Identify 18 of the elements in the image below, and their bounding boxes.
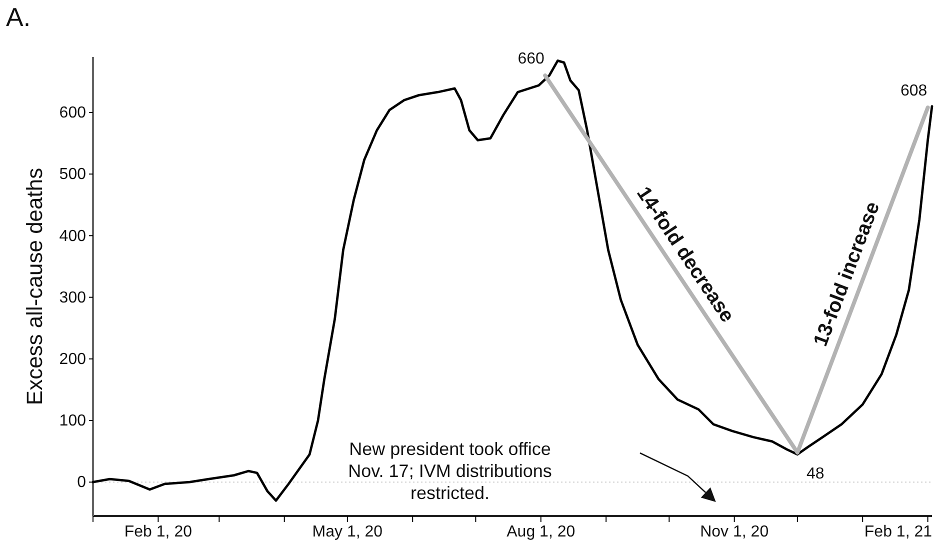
y-tick-label: 600 (59, 104, 86, 122)
x-tick-label: May 1, 20 (312, 523, 383, 540)
y-tick-label: 400 (59, 228, 86, 245)
y-tick-label: 200 (59, 351, 86, 368)
x-tick-label: Feb 1, 21 (864, 523, 932, 540)
y-tick-label: 300 (59, 289, 86, 306)
chart-title: A. (6, 2, 31, 32)
x-tick-label: Nov 1, 20 (700, 523, 769, 540)
y-axis-title: Excess all-cause deaths (22, 168, 47, 406)
y-tick-label: 100 (59, 412, 86, 430)
data-label: 48 (806, 466, 824, 483)
data-label: 608 (900, 82, 928, 100)
y-tick-label: 0 (77, 474, 86, 492)
data-label: 660 (518, 50, 545, 68)
y-tick-label: 500 (59, 166, 86, 184)
x-tick-label: Feb 1, 20 (124, 523, 192, 540)
x-tick-label: Aug 1, 20 (506, 523, 576, 540)
annotation: New president took office Nov. 17; IVM distributions restricted. (348, 439, 552, 503)
